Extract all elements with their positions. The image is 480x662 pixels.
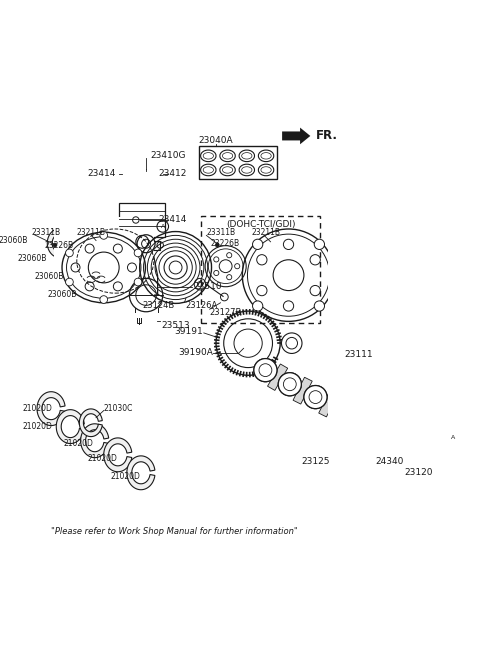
Polygon shape — [48, 228, 72, 258]
Text: 23060B: 23060B — [48, 290, 77, 299]
Circle shape — [381, 423, 404, 446]
Polygon shape — [345, 402, 363, 429]
Text: 24340: 24340 — [376, 457, 404, 466]
Text: 23412: 23412 — [158, 169, 187, 177]
Ellipse shape — [67, 237, 141, 299]
Polygon shape — [293, 377, 312, 404]
Bar — [124, 240, 160, 250]
Polygon shape — [134, 244, 157, 295]
Circle shape — [355, 410, 378, 433]
Text: A: A — [451, 435, 455, 440]
Circle shape — [216, 243, 219, 247]
Circle shape — [100, 296, 108, 303]
Text: A: A — [161, 224, 165, 229]
Polygon shape — [67, 246, 92, 276]
Circle shape — [434, 438, 437, 442]
Bar — [54, 217, 154, 318]
Circle shape — [438, 436, 442, 440]
Text: 23510: 23510 — [193, 282, 222, 291]
Text: 23211B: 23211B — [252, 228, 280, 238]
Circle shape — [278, 373, 301, 396]
Text: 23125: 23125 — [301, 457, 330, 466]
Polygon shape — [81, 424, 108, 457]
Circle shape — [134, 278, 142, 286]
Circle shape — [434, 446, 437, 449]
Polygon shape — [319, 390, 338, 417]
Polygon shape — [282, 128, 311, 144]
Text: 23111: 23111 — [344, 350, 373, 359]
Bar — [137, 315, 141, 322]
Text: 23226B: 23226B — [210, 238, 240, 248]
Circle shape — [443, 446, 445, 449]
Bar — [201, 216, 320, 323]
Polygon shape — [96, 282, 121, 312]
Text: 23311B: 23311B — [206, 228, 236, 238]
Circle shape — [66, 249, 73, 257]
Circle shape — [254, 359, 277, 382]
Circle shape — [432, 442, 436, 446]
Text: 23414: 23414 — [87, 169, 115, 177]
Polygon shape — [79, 409, 102, 437]
Circle shape — [53, 243, 57, 247]
Circle shape — [254, 359, 277, 382]
Polygon shape — [37, 392, 65, 426]
Text: (DOHC-TCI/GDI): (DOHC-TCI/GDI) — [226, 220, 295, 229]
Polygon shape — [56, 410, 84, 444]
Polygon shape — [83, 264, 108, 294]
Text: 23211B: 23211B — [77, 228, 106, 238]
Circle shape — [355, 410, 378, 433]
Text: 21030C: 21030C — [104, 404, 133, 413]
Text: 23414: 23414 — [158, 216, 187, 224]
Circle shape — [304, 385, 327, 408]
Bar — [119, 203, 165, 237]
Circle shape — [438, 448, 442, 451]
Text: 23040A: 23040A — [199, 136, 233, 145]
Polygon shape — [104, 438, 132, 472]
Text: 23410G: 23410G — [150, 151, 186, 160]
Text: 39191: 39191 — [174, 327, 203, 336]
Bar — [199, 146, 277, 179]
Text: 23226B: 23226B — [45, 241, 74, 250]
Text: 23060B: 23060B — [35, 272, 64, 281]
Circle shape — [314, 301, 324, 311]
Polygon shape — [267, 364, 288, 391]
Circle shape — [330, 399, 353, 422]
Text: 23127B: 23127B — [210, 308, 242, 317]
Circle shape — [252, 239, 263, 250]
Circle shape — [100, 232, 108, 239]
Text: 21020D: 21020D — [87, 453, 117, 463]
Text: "Please refer to Work Shop Manual for further information": "Please refer to Work Shop Manual for fu… — [51, 528, 298, 536]
Circle shape — [304, 385, 327, 408]
Text: 23060B: 23060B — [18, 254, 47, 263]
Polygon shape — [127, 456, 155, 490]
Ellipse shape — [62, 232, 145, 303]
Text: 21020D: 21020D — [23, 422, 53, 431]
Text: 23126A: 23126A — [186, 301, 218, 310]
Text: 21020D: 21020D — [64, 440, 94, 448]
Text: 23513: 23513 — [161, 320, 190, 330]
Text: 23124B: 23124B — [142, 301, 175, 310]
Circle shape — [381, 423, 404, 446]
Text: 39190A: 39190A — [178, 348, 213, 357]
Circle shape — [314, 239, 324, 250]
Circle shape — [443, 438, 445, 442]
Circle shape — [278, 373, 301, 396]
Circle shape — [330, 399, 353, 422]
Text: 23120: 23120 — [404, 468, 432, 477]
Text: 23060B: 23060B — [0, 236, 28, 245]
Polygon shape — [370, 414, 389, 442]
Text: 21020D: 21020D — [23, 404, 53, 413]
Text: 23311B: 23311B — [32, 228, 61, 238]
Circle shape — [66, 278, 73, 286]
Text: 21020D: 21020D — [110, 471, 140, 481]
Circle shape — [134, 249, 142, 257]
Text: FR.: FR. — [315, 130, 337, 142]
Circle shape — [444, 442, 447, 446]
Circle shape — [252, 301, 263, 311]
